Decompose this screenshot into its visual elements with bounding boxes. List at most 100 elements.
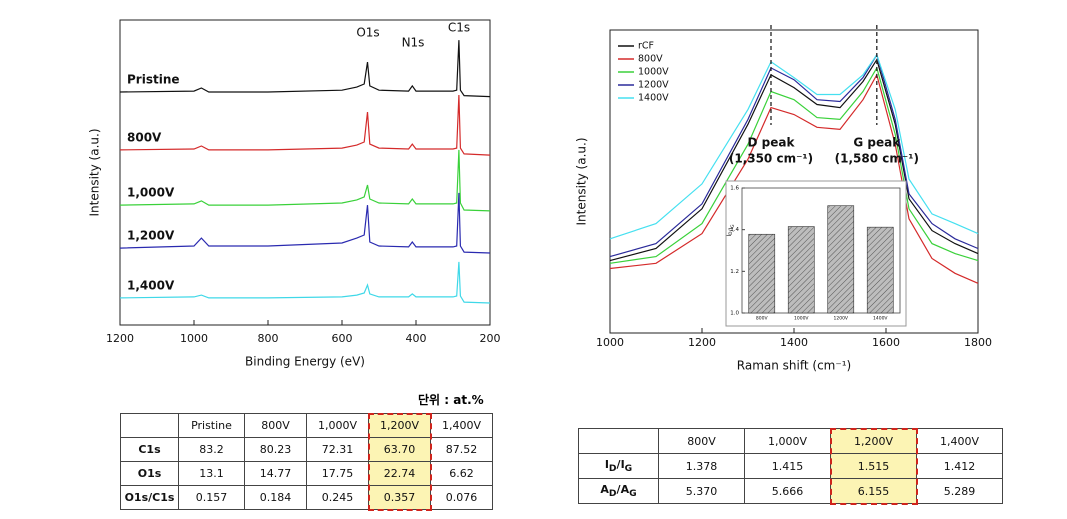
table-cell: 1.415 (744, 453, 831, 479)
spectrum-line (119, 94, 491, 156)
y-axis-label: Intensity (a.u.) (88, 129, 102, 217)
peak-annotation: C1s (448, 21, 470, 35)
label-subscript: G (629, 488, 637, 500)
series-label: Pristine (127, 72, 180, 86)
row-header: O1s/C1s (120, 485, 179, 510)
column-header: 1,400V (916, 428, 1003, 454)
table-row: C1s 83.2 80.23 72.31 63.70 87.52 (120, 437, 493, 462)
corner-cell (578, 428, 659, 454)
unit-note: 단위 : at.% (418, 393, 484, 407)
x-tick-label: 1400V (873, 316, 888, 322)
table-cell: 72.31 (306, 437, 369, 462)
table-row: O1s/C1s 0.157 0.184 0.245 0.357 0.076 (120, 485, 493, 510)
corner-cell (120, 413, 179, 438)
x-tick-label: 200 (480, 332, 501, 345)
table-cell: 87.52 (430, 437, 493, 462)
legend-label: 1000V (638, 67, 669, 78)
spectrum-line (119, 261, 491, 304)
y-tick-label: 1.4 (730, 227, 739, 233)
legend-label: 1200V (638, 80, 669, 91)
label-part: / (616, 457, 621, 471)
label-part: / (728, 229, 735, 232)
label-part: I (604, 457, 609, 471)
x-axis-label: Raman shift (cm⁻¹) (737, 359, 851, 373)
table-row: ID/IG 1.378 1.415 1.515 1.412 (578, 453, 1003, 479)
row-header: ID/IG (578, 453, 659, 479)
label-part: I (726, 235, 733, 237)
x-tick-label: 1000 (180, 332, 208, 345)
y-tick-label: 1.6 (730, 186, 739, 192)
x-tick-label: 1200 (106, 332, 134, 345)
x-tick-label: 1600 (872, 336, 900, 349)
bar (748, 233, 776, 314)
column-header: 800V (244, 413, 307, 438)
label-part: A (620, 482, 630, 496)
label-subscript: D (608, 463, 617, 475)
table-cell: 83.2 (178, 437, 245, 462)
column-header: 1,000V (306, 413, 369, 438)
x-axis-label: Binding Energy (eV) (245, 355, 365, 369)
spectrum-line (609, 58, 979, 262)
label-subscript: G (730, 224, 735, 227)
peak-name: G peak (853, 136, 901, 150)
table-cell: 0.157 (178, 485, 245, 510)
peak-name: D peak (748, 136, 796, 150)
series-label: 1,000V (127, 186, 175, 200)
column-header: 800V (658, 428, 745, 454)
x-tick-label: 600 (332, 332, 353, 345)
series-label: 800V (127, 130, 162, 144)
table-cell: 80.23 (244, 437, 307, 462)
label-part: / (616, 482, 621, 496)
label-subscript: D (608, 488, 617, 500)
x-tick-label: 1200V (833, 316, 848, 322)
table-cell: 5.370 (658, 478, 745, 504)
spectrum-line (609, 73, 979, 284)
header-row: Pristine 800V 1,000V 1,200V 1,400V (120, 413, 493, 438)
plot-frame (741, 187, 901, 314)
spectrum-line (119, 149, 491, 212)
x-tick-label: 1800 (964, 336, 992, 349)
peak-annotation: N1s (402, 36, 425, 50)
series-label: 1,200V (127, 229, 175, 243)
column-header: 1,200V (368, 413, 431, 438)
x-tick-label: 400 (406, 332, 427, 345)
table-cell: 0.184 (244, 485, 307, 510)
legend-label: 1400V (638, 93, 669, 104)
column-header: 1,000V (744, 428, 831, 454)
header-row: 800V 1,000V 1,200V 1,400V (578, 428, 1003, 454)
x-tick-label: 1200 (688, 336, 716, 349)
label-part: A (600, 482, 609, 496)
table-cell: 1.378 (658, 453, 745, 479)
row-header: C1s (120, 437, 179, 462)
bar (866, 226, 894, 314)
x-tick-label: 800V (756, 316, 769, 322)
bar (827, 205, 855, 314)
table-cell: 0.357 (368, 485, 431, 510)
column-header: Pristine (178, 413, 245, 438)
table-cell: 5.289 (916, 478, 1003, 504)
label-part: I (728, 227, 735, 229)
spectrum-line (119, 192, 491, 254)
table-cell: 14.77 (244, 461, 307, 486)
table-cell: 1.412 (916, 453, 1003, 479)
spectrum-line (609, 53, 979, 240)
spectrum-line (609, 53, 979, 258)
column-header: 1,200V (830, 428, 917, 454)
y-tick-label: 1.0 (730, 311, 739, 317)
x-tick-label: 1000V (794, 316, 809, 322)
data-table: Pristine 800V 1,000V 1,200V 1,400V C1s 83.2 80.… (120, 413, 493, 510)
table-row: AD/AG 5.370 5.666 6.155 5.289 (578, 478, 1003, 504)
peak-position: (1,350 cm⁻¹) (729, 152, 813, 166)
table-cell: 17.75 (306, 461, 369, 486)
column-header: 1,400V (430, 413, 493, 438)
row-header: AD/AG (578, 478, 659, 504)
x-tick-label: 1400 (780, 336, 808, 349)
table-cell: 0.245 (306, 485, 369, 510)
legend-label: 800V (638, 54, 663, 65)
x-tick-label: 800 (258, 332, 279, 345)
table-cell: 0.076 (430, 485, 493, 510)
bar (787, 226, 815, 314)
y-axis-label: ID/IG (726, 224, 736, 236)
spectrum-line (609, 66, 979, 264)
